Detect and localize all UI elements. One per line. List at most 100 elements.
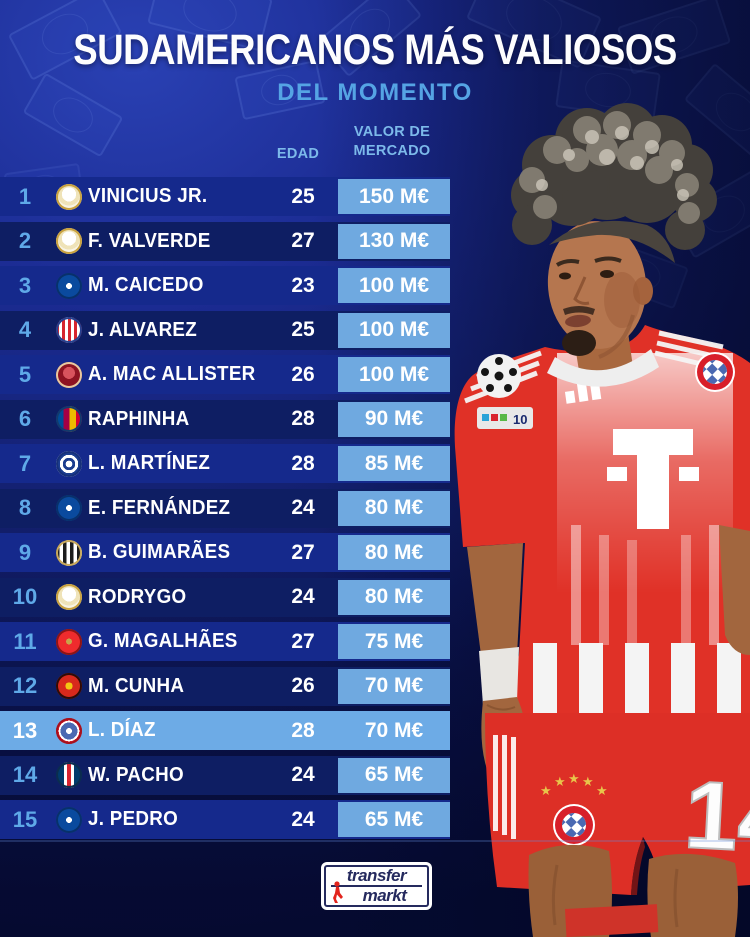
- player-name: RAPHINHA: [88, 407, 190, 430]
- player-legs: [528, 844, 738, 937]
- rank-number: 8: [18, 495, 32, 520]
- player-age: 27: [291, 229, 315, 252]
- rank-number: 13: [12, 717, 38, 743]
- table-row: 4 J. ALVAREZ 25 100 M€: [0, 310, 450, 350]
- market-value: 80 M€: [338, 535, 450, 570]
- telekom-t-logo: [607, 429, 699, 529]
- player-age: 27: [291, 629, 315, 653]
- table-row: 12 M. CUNHA 26 70 M€: [0, 666, 450, 706]
- player-age: 25: [291, 318, 315, 341]
- club-badge-wrap: [50, 228, 88, 254]
- transfermarkt-logo-line2: markt: [362, 885, 407, 905]
- market-value: 100 M€: [338, 312, 450, 348]
- player-name: RODRYGO: [88, 585, 187, 608]
- player-arm: [467, 543, 527, 799]
- player-name: F. VALVERDE: [88, 229, 211, 252]
- rank-number: 14: [12, 762, 38, 787]
- club-badge-wrap: [50, 673, 88, 699]
- table-row: 1 VINICIUS JR. 25 150 M€: [0, 177, 450, 216]
- club-badge-wrap: [50, 717, 88, 744]
- club-badge-real-madrid: [56, 183, 82, 210]
- club-badge-liverpool: [56, 361, 82, 388]
- player-name: W. PACHO: [88, 763, 184, 786]
- player-name: L. DÍAZ: [88, 719, 156, 741]
- banknote-decoration: [593, 238, 689, 310]
- club-badge-wrap: [50, 495, 88, 521]
- table-row: 2 F. VALVERDE 27 130 M€: [0, 221, 450, 261]
- club-badge-wrap: [50, 183, 88, 210]
- club-badge-inter: [56, 450, 82, 477]
- club-badge-wrap: [50, 539, 88, 566]
- jersey-hem-stripes: [533, 643, 741, 715]
- rank-number: 7: [18, 450, 32, 476]
- player-name: G. MAGALHÃES: [88, 630, 238, 652]
- table-row: 15 J. PEDRO 24 65 M€: [0, 800, 450, 839]
- table-row: 3 M. CAICEDO 23 100 M€: [0, 266, 450, 305]
- player-age: 24: [291, 585, 315, 608]
- club-badge-wrap: [50, 806, 88, 833]
- table-row: 7 L. MARTÍNEZ 28 85 M€: [0, 444, 450, 483]
- market-value: 150 M€: [338, 179, 450, 214]
- club-badge-wrap: [50, 317, 88, 343]
- player-name: L. MARTÍNEZ: [88, 452, 211, 474]
- column-header-age: EDAD: [276, 146, 320, 162]
- club-badge-chelsea: [56, 495, 82, 521]
- adidas-shoulder-stripes: [464, 330, 732, 404]
- bayern-stars: ★★ ★ ★★: [540, 772, 608, 799]
- player-number: 14: [682, 761, 750, 873]
- player-age: 28: [291, 407, 315, 430]
- club-badge-wrap: [50, 406, 88, 432]
- rank-number: 6: [18, 406, 32, 431]
- rank-number: 5: [18, 361, 32, 387]
- player-neck: [573, 325, 633, 378]
- club-badge-psg: [56, 762, 82, 788]
- player-age: 28: [291, 451, 315, 475]
- banknote-decoration: [683, 62, 750, 162]
- table-row: 14 W. PACHO 24 65 M€: [0, 755, 450, 795]
- market-value: 70 M€: [364, 718, 424, 742]
- bayern-crest-chest: [695, 352, 735, 392]
- tm-logo-player-icon: [333, 881, 343, 903]
- market-value: 90 M€: [338, 401, 450, 437]
- rank-number: 2: [18, 228, 32, 253]
- jersey: [454, 325, 750, 719]
- red-sock: [565, 904, 659, 937]
- market-value: 100 M€: [338, 268, 450, 303]
- player-age: 26: [291, 362, 315, 386]
- ranking-table: 1 VINICIUS JR. 25 150 M€ 2 F. VALVERDE 2…: [0, 177, 450, 839]
- club-badge-wrap: [50, 762, 88, 788]
- table-row: 11 G. MAGALHÃES 27 75 M€: [0, 622, 450, 661]
- player-name: J. ALVAREZ: [88, 318, 198, 341]
- market-value: 85 M€: [338, 446, 450, 481]
- foundation-patch: 10: [477, 407, 533, 429]
- page-title: SUDAMERICANOS MÁS VALIOSOS: [73, 26, 677, 74]
- jersey-collar: [547, 349, 659, 387]
- market-value: 100 M€: [338, 357, 450, 392]
- club-badge-newcastle: [56, 539, 82, 566]
- svg-text:★: ★: [554, 775, 566, 790]
- club-badge-chelsea: [56, 806, 82, 833]
- player-age: 24: [291, 496, 315, 519]
- club-badge-wrap: [50, 450, 88, 477]
- player-age: 25: [291, 184, 315, 208]
- club-badge-bayern-munich: [56, 717, 82, 744]
- page-subtitle: DEL MOMENTO: [277, 79, 473, 106]
- table-bottom-divider: [0, 840, 750, 842]
- rank-number: 1: [18, 183, 32, 209]
- market-value: 80 M€: [338, 579, 450, 615]
- table-row: 6 RAPHINHA 28 90 M€: [0, 399, 450, 439]
- club-badge-arsenal: [56, 628, 82, 655]
- market-value: 75 M€: [338, 624, 450, 659]
- club-badge-barcelona: [56, 406, 82, 432]
- club-badge-wrap: [50, 272, 88, 299]
- club-badge-wrap: [50, 584, 88, 610]
- rank-number: 11: [13, 628, 37, 654]
- player-age: 24: [291, 807, 315, 831]
- player-name: M. CAICEDO: [88, 274, 204, 296]
- club-badge-manchester-united: [56, 673, 82, 699]
- table-row: 13 L. DÍAZ 28 70 M€: [0, 711, 450, 750]
- banknote-decoration: [670, 169, 750, 259]
- ucl-starball-patch: [477, 354, 521, 398]
- club-badge-chelsea: [56, 272, 82, 299]
